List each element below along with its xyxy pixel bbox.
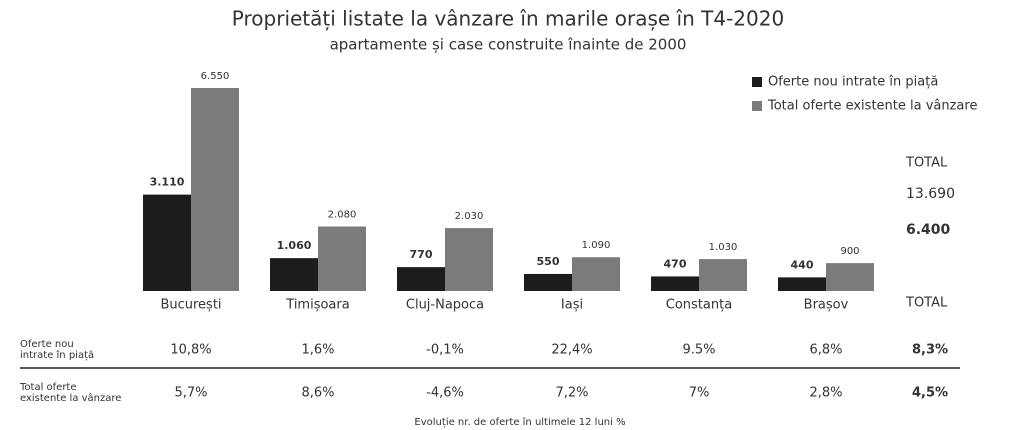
data-label: 470 <box>664 257 687 270</box>
data-label: 6.550 <box>201 71 230 82</box>
x-tick-label: Constanța <box>666 298 732 313</box>
legend-label: Oferte nou intrate în piață <box>768 75 938 90</box>
data-label: 1.060 <box>277 239 312 252</box>
table-cell: 2,8% <box>809 386 842 401</box>
row-label: intrate în piață <box>20 349 94 361</box>
x-tick-label: Timișoara <box>285 298 349 313</box>
data-label: 3.110 <box>150 176 185 189</box>
table-cell: 4,5% <box>912 386 948 401</box>
table-cell: -0,1% <box>426 343 464 358</box>
table-cell: 1,6% <box>301 343 334 358</box>
bar <box>778 277 826 291</box>
bar <box>699 259 747 291</box>
legend-label: Total oferte existente la vânzare <box>767 99 977 114</box>
data-label: 1.090 <box>582 240 611 251</box>
x-tick-label: București <box>160 298 221 313</box>
table-cell: -4,6% <box>426 386 464 401</box>
row-label: existente la vânzare <box>20 392 121 404</box>
row-label: Oferte nou <box>20 339 74 350</box>
bar <box>826 263 874 291</box>
chart-subtitle: apartamente și case construite înainte d… <box>330 36 687 54</box>
data-label: 900 <box>840 246 859 257</box>
row-label: Total oferte <box>19 382 77 393</box>
table-cell: 5,7% <box>174 386 207 401</box>
table-header: TOTAL <box>905 296 948 311</box>
table-cell: 6,8% <box>809 343 842 358</box>
x-tick-label: Iași <box>561 298 583 313</box>
x-tick-label: Brașov <box>804 298 849 313</box>
table-cell: 7,2% <box>555 386 588 401</box>
bar <box>524 273 572 291</box>
total-value: 13.690 <box>906 186 955 202</box>
table-cell: 9.5% <box>682 343 715 358</box>
chart-title: Proprietăți listate la vânzare în marile… <box>232 7 784 31</box>
x-tick-label: Cluj-Napoca <box>406 298 484 313</box>
data-label: 550 <box>537 255 560 268</box>
legend-swatch <box>752 77 762 87</box>
table-cell: 22,4% <box>551 343 592 358</box>
table-cell: 7% <box>689 386 710 401</box>
data-label: 440 <box>791 258 814 271</box>
data-label: 2.080 <box>328 210 357 221</box>
table-caption: Evoluție nr. de oferte în ultimele 12 lu… <box>414 416 625 428</box>
bar <box>270 258 318 291</box>
table-cell: 8,3% <box>912 343 948 358</box>
data-label: 1.030 <box>709 242 738 253</box>
bar <box>143 194 191 291</box>
bar <box>572 257 620 291</box>
bar <box>318 226 366 291</box>
data-label: 770 <box>410 248 433 261</box>
data-label: 2.030 <box>455 211 484 222</box>
totals-label: TOTAL <box>905 156 948 171</box>
bar <box>397 267 445 291</box>
table-cell: 8,6% <box>301 386 334 401</box>
bar <box>191 88 239 291</box>
total-value: 6.400 <box>906 222 951 238</box>
bar <box>445 228 493 291</box>
table-cell: 10,8% <box>170 343 211 358</box>
bar <box>651 276 699 291</box>
legend-swatch <box>752 101 762 111</box>
